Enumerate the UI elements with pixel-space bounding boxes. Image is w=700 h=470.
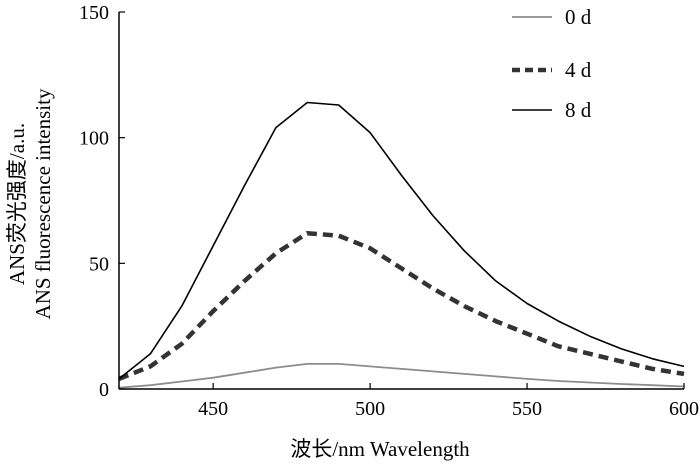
y-axis-label-line1: ANS荧光强度/a.u.: [5, 123, 29, 285]
x-tick-label: 550: [512, 398, 542, 420]
series-line-8d: [118, 101, 685, 380]
ticks: 450 500 550 600 0 50 100 150: [79, 2, 699, 420]
y-tick-label: 100: [79, 128, 109, 150]
y-tick-label: 0: [99, 379, 109, 401]
series-line-4d: [118, 230, 685, 381]
y-tick-label: 50: [89, 253, 109, 275]
series-line-0d: [118, 362, 685, 389]
legend-label: 8 d: [565, 98, 592, 122]
axes: [118, 12, 684, 390]
y-tick-label: 150: [79, 2, 109, 24]
legend-label: 4 d: [565, 58, 592, 82]
legend-label: 0 d: [565, 5, 592, 29]
x-axis-label: 波长/nm Wavelength: [290, 437, 470, 461]
x-tick-label: 450: [198, 398, 228, 420]
x-tick-label: 600: [669, 398, 699, 420]
y-axis-label-line2: ANS fluorescence intensity: [31, 88, 55, 319]
x-tick-label: 500: [355, 398, 385, 420]
plot-area: [118, 101, 685, 389]
legend: 0 d 4 d 8 d: [512, 5, 592, 122]
